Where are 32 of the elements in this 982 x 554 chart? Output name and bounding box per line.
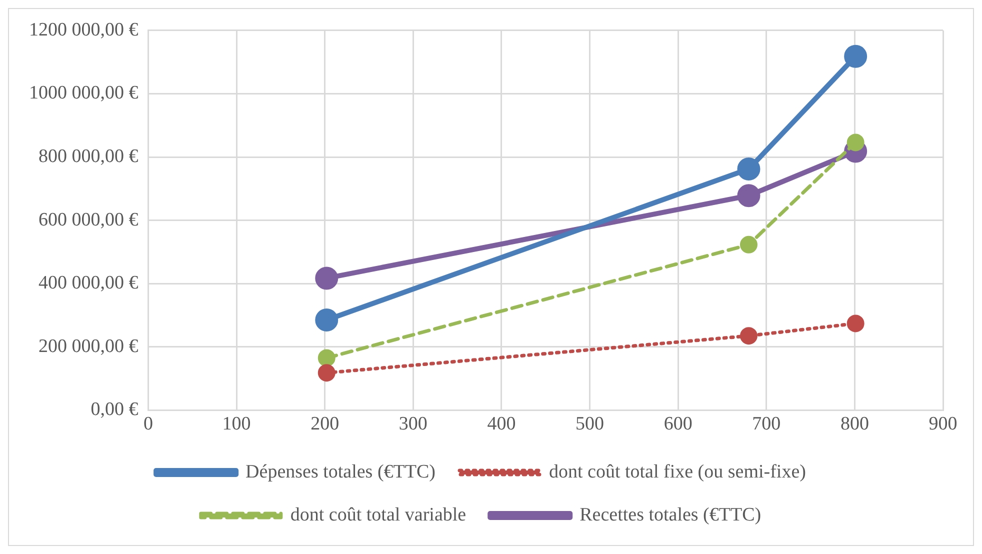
x-tick-label: 900 <box>928 414 958 435</box>
legend-label: dont coût total fixe (ou semi-fixe) <box>548 461 806 482</box>
point <box>846 314 864 332</box>
point <box>846 134 864 152</box>
y-tick-label: 800 000,00 € <box>38 146 139 167</box>
point <box>737 184 760 208</box>
point <box>740 236 758 254</box>
y-tick-label: 1200 000,00 € <box>29 19 139 40</box>
point <box>737 158 760 181</box>
y-tick-label: 1000 000,00 € <box>29 82 139 104</box>
point <box>740 327 758 345</box>
y-tick-label: 400 000,00 € <box>38 272 139 294</box>
y-tick-label: 200 000,00 € <box>38 336 139 357</box>
y-tick-label: 0,00 € <box>90 399 139 420</box>
x-tick-label: 400 <box>487 414 516 435</box>
x-tick-label: 600 <box>664 414 692 435</box>
x-tick-label: 100 <box>222 414 251 435</box>
legend-label: Dépenses totales (€TTC) <box>246 461 436 482</box>
legend-label: Recettes totales (€TTC) <box>580 504 762 526</box>
x-tick-label: 0 <box>144 414 153 435</box>
point <box>318 364 336 382</box>
y-tick-label: 600 000,00 € <box>38 209 139 230</box>
x-tick-label: 500 <box>576 414 604 435</box>
x-tick-label: 700 <box>752 414 781 435</box>
point <box>844 44 868 68</box>
point <box>315 266 338 290</box>
x-tick-label: 800 <box>840 414 869 435</box>
point <box>315 308 338 332</box>
point <box>318 349 336 367</box>
x-tick-label: 300 <box>398 414 428 435</box>
legend-label: dont coût total variable <box>290 504 466 526</box>
x-tick-label: 200 <box>310 414 340 435</box>
